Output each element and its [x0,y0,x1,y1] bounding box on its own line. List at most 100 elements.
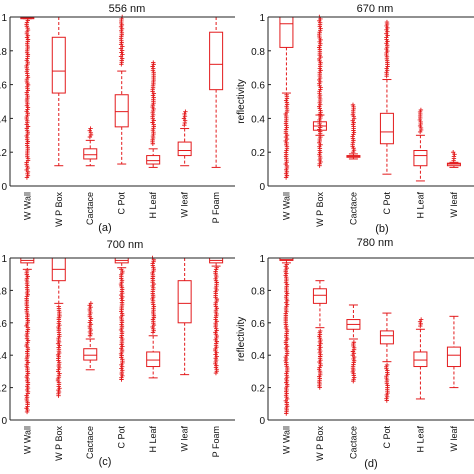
outlier-point [350,122,356,127]
x-tick-label: C Pot [117,426,127,449]
outlier-point [384,50,389,56]
x-tick-label: Cactace [348,426,358,459]
x-tick-label: C Pot [382,426,392,449]
outliers [450,150,457,163]
x-tick-label: W Wall [281,426,291,454]
outliers [350,340,357,384]
outlier-point [150,108,156,114]
iqr-box [114,94,129,128]
x-tick-label: H Leaf [148,192,158,219]
outliers [24,268,31,415]
panel-letter: (d) [364,458,377,470]
outlier-point [283,175,289,180]
x-tick-label: W P Box [54,192,64,227]
outlier-point [351,104,356,110]
outlier-point [151,118,156,123]
y-tick-label: 0 [1,416,7,427]
y-tick-label: 0.6 [251,319,265,330]
plot-area [20,255,224,415]
outlier-point [119,26,125,32]
x-tick-label: H Leaf [148,426,158,453]
outlier-point [350,134,355,139]
outlier-point [284,144,290,149]
x-tick-label: H Leaf [415,426,425,453]
outlier-point [150,114,155,119]
outliers [87,126,94,140]
outlier-point [214,265,219,270]
outlier-point [283,161,288,167]
outlier-point [150,93,156,98]
outlier-point [284,148,289,153]
y-tick-label: 0.4 [251,351,265,362]
outlier-point [88,126,93,131]
y-tick-label: 1 [1,13,7,24]
outlier-point [384,46,389,52]
outliers [417,107,424,135]
outlier-point [88,301,94,306]
outlier-point [120,52,125,57]
y-tick-label: 0.4 [251,114,265,125]
outlier-point [182,122,187,128]
outlier-point [183,109,188,114]
y-axis-label: reflectivity [236,317,247,361]
outlier-point [182,118,188,123]
iqr-box [413,351,428,368]
outlier-point [385,25,390,31]
outlier-point [151,95,156,100]
iqr-box [279,16,294,48]
outliers [118,267,125,382]
outliers [150,255,157,335]
outlier-point [150,102,156,108]
outlier-point [119,16,124,22]
outlier-point [151,129,156,135]
outlier-point [284,140,289,146]
outliers [87,301,94,338]
box-w-leaf [446,150,461,168]
box-w-p-box [51,257,66,398]
chart-panel-3: 0 .2 .4 .6 .8 1 700 nm (c) W Wall W P Box Cactace C… [0,239,235,468]
iqr-box [83,148,98,160]
chart-panel-1: 0 .2 .4 .6 .8 1 556 nm (a) W Wall W P Box Cactace C… [0,3,235,234]
x-tick-label: P Foam [211,426,221,457]
outlier-point [418,125,424,131]
chart-panel-4: 0 0.2 0.4 0.6 0.8 1 780 nm reflectivity (d) W Wal… [236,237,474,470]
box-w-wall [20,16,35,180]
outlier-point [119,22,125,28]
y-tick-label: 1 [259,254,265,265]
iqr-box [177,141,192,157]
outlier-point [351,340,357,345]
outlier-point [418,119,423,125]
outlier-point [56,304,61,309]
y-tick-label: 1 [259,13,265,24]
iqr-box [379,330,394,345]
outlier-point [151,70,156,75]
box-w-leaf [177,257,192,376]
chart-panel-2: 0 0.2 0.4 0.6 0.8 1 670 nm reflectivity (b) W Wal… [236,3,474,235]
y-tick-label: 0.2 [251,384,265,395]
box-c-pot [379,312,394,403]
outlier-point [151,106,156,112]
x-tick-label: W Wall [22,192,32,220]
outliers [24,16,31,180]
x-tick-label: W P Box [315,192,325,227]
y-tick-label: .4 [0,351,7,362]
outlier-point [181,116,187,121]
iqr-box [146,351,161,368]
box-c-pot [114,257,129,382]
x-tick-label: W leaf [180,426,190,452]
outlier-point [350,150,356,155]
outlier-point [385,29,390,34]
iqr-box [177,280,192,324]
box-h-leaf [413,317,428,400]
outliers [150,60,157,146]
box-c-pot [114,14,129,165]
x-tick-label: W P Box [54,426,64,461]
outliers [384,19,390,79]
outlier-point [119,28,124,34]
y-tick-label: .2 [0,148,7,159]
y-tick-label: .6 [0,319,7,330]
y-tick-label: 0.8 [251,286,265,297]
outlier-point [385,48,390,54]
outlier-point [384,66,389,71]
